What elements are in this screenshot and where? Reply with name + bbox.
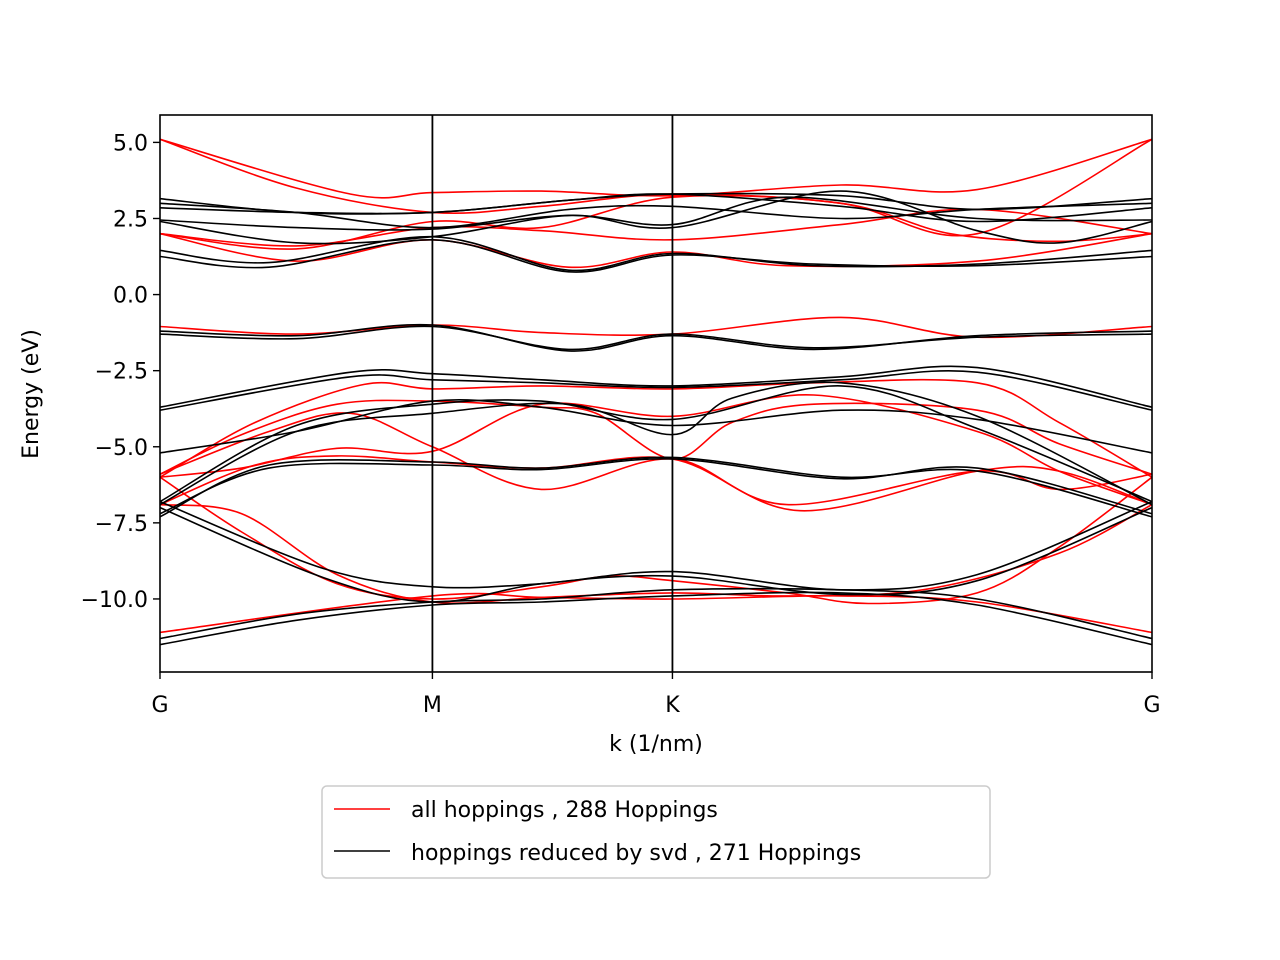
all-hoppings-band-6 xyxy=(160,378,1152,478)
reduced-hoppings-band-11 xyxy=(160,323,1152,352)
y-tick-label: 2.5 xyxy=(113,207,148,232)
reduced-hoppings-band-19 xyxy=(160,192,1152,215)
y-tick-label: −10.0 xyxy=(81,588,148,613)
x-tick-label: K xyxy=(665,693,680,718)
high-symmetry-lines xyxy=(431,115,674,672)
legend: all hoppings , 288 Hoppings hoppings red… xyxy=(321,785,991,879)
reduced-hoppings-band-10 xyxy=(160,370,1152,411)
reduced-hoppings-band-1 xyxy=(160,587,1152,640)
x-axis-label: k (1/nm) xyxy=(609,732,703,757)
y-tick-label: 5.0 xyxy=(113,131,148,156)
all-hoppings-band-5 xyxy=(160,399,1152,475)
y-tick-label: 0.0 xyxy=(113,284,148,309)
reduced-hoppings-band-12 xyxy=(160,325,1152,351)
reduced-hoppings-band-5 xyxy=(160,456,1152,518)
x-tick-label: G xyxy=(1143,693,1160,718)
bands-layer xyxy=(160,138,1152,646)
legend-box xyxy=(321,785,991,879)
reduced-hoppings-band-9 xyxy=(160,365,1152,408)
all-hoppings-band-4 xyxy=(160,394,1152,506)
y-tick-label: −2.5 xyxy=(95,360,148,385)
x-tick-label: M xyxy=(423,693,442,718)
reduced-hoppings-band-13 xyxy=(160,238,1152,273)
reduced-hoppings-band-3 xyxy=(160,506,1152,603)
legend-label-all-hoppings: all hoppings , 288 Hoppings xyxy=(411,798,718,823)
x-tick-label: G xyxy=(151,693,168,718)
reduced-hoppings-band-2 xyxy=(160,500,1152,591)
plot-frame xyxy=(159,114,1153,673)
reduced-hoppings-band-15 xyxy=(160,196,1152,231)
y-axis-ticks: 5.0 2.5 0.0 −2.5 −5.0 −7.5 −10.0 xyxy=(81,131,160,613)
legend-label-reduced-hoppings: hoppings reduced by svd , 271 Hoppings xyxy=(411,841,861,866)
all-hoppings-band-3 xyxy=(160,455,1152,512)
reduced-hoppings-band-4 xyxy=(160,457,1152,515)
reduced-hoppings-band-14 xyxy=(160,235,1152,272)
all-hoppings-band-2 xyxy=(160,503,1152,604)
reduced-hoppings-band-8 xyxy=(160,385,1152,503)
y-tick-label: −5.0 xyxy=(95,436,148,461)
y-axis-label: Energy (eV) xyxy=(19,329,44,459)
reduced-hoppings-band-7 xyxy=(160,399,1152,454)
y-tick-label: −7.5 xyxy=(95,512,148,537)
reduced-hoppings-band-0 xyxy=(160,591,1152,646)
